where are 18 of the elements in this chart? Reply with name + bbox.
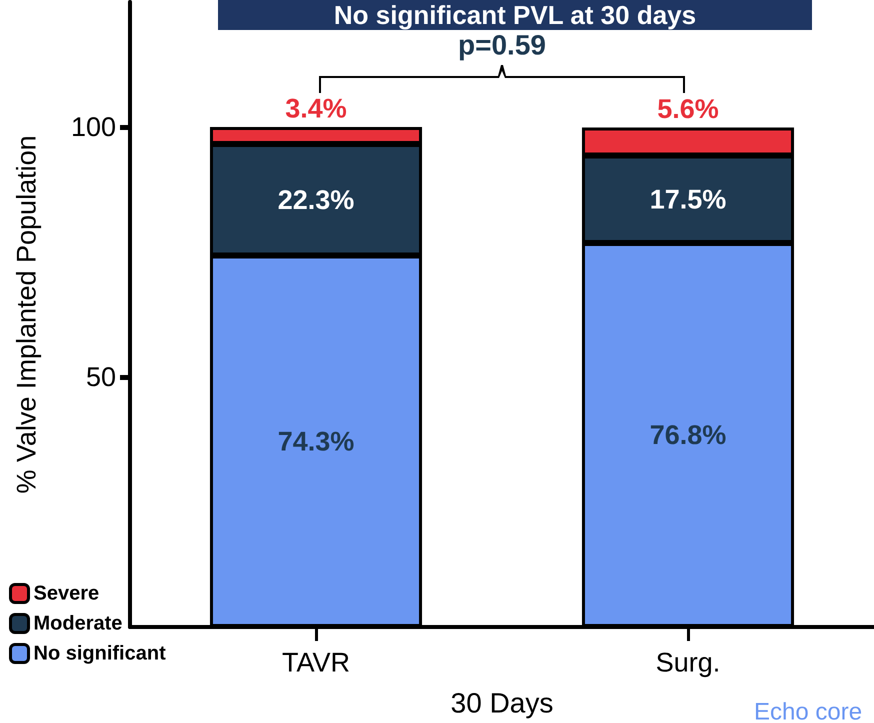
data-label: 76.8%	[650, 420, 726, 450]
legend-label: No significant	[34, 642, 166, 664]
legend-label: Moderate	[34, 612, 122, 634]
chart-title: No significant PVL at 30 days	[334, 0, 696, 30]
y-tick-label: 50	[86, 362, 116, 392]
y-tick-label: 100	[70, 112, 116, 142]
x-tick-label: TAVR	[282, 648, 350, 678]
data-label: 17.5%	[650, 184, 726, 214]
annotation: p=0.59	[458, 30, 546, 60]
y-axis-title: % Valve Implanted Population	[12, 135, 42, 494]
data-label: 3.4%	[285, 94, 347, 124]
legend-label: Severe	[34, 582, 100, 604]
x-axis-title: 30 Days	[450, 688, 554, 718]
text: Echo core	[754, 698, 862, 723]
data-label: 74.3%	[278, 426, 354, 456]
x-tick-label: Surg.	[656, 648, 720, 678]
data-label: 22.3%	[278, 184, 354, 215]
data-label: 5.6%	[657, 94, 719, 124]
